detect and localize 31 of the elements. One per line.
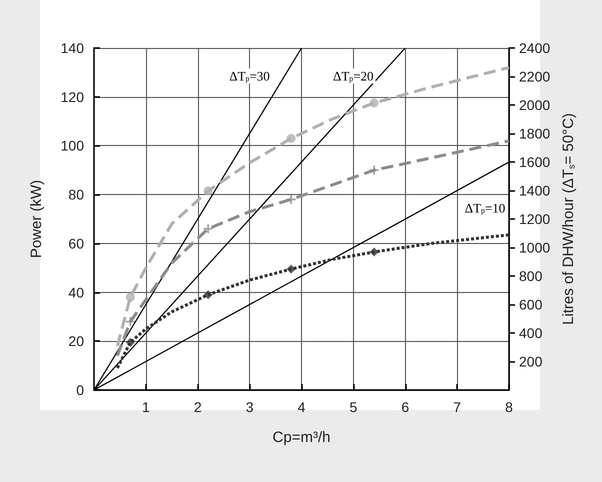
- x-tick-label: 6: [401, 399, 410, 415]
- y-axis-title: Power (kW): [28, 180, 45, 258]
- y-tick-label: 140: [60, 40, 84, 56]
- x-tick-label: 8: [505, 399, 514, 415]
- y2-tick-label: 1000: [519, 240, 550, 256]
- y-tick-label: 20: [68, 333, 84, 350]
- y2-tick-label: 400: [519, 325, 543, 341]
- y2-axis-title: Litres of DHW/hour (ΔTs= 50°C): [560, 113, 578, 325]
- y2-tick-label: 200: [519, 354, 543, 370]
- y2-tick-label: 2000: [519, 97, 550, 113]
- x-tick-label: 7: [453, 399, 462, 415]
- x-axis-title: Cp=m³/h: [272, 429, 330, 446]
- y2-tick-label: 1600: [519, 154, 550, 170]
- x-tick-label: 3: [246, 399, 254, 415]
- y-tick-label: 80: [68, 186, 84, 203]
- x-tick-label: 2: [194, 399, 202, 415]
- x-tick-label: 1: [142, 399, 150, 415]
- y-tick-label: 120: [60, 88, 84, 105]
- y2-tick-label: 1800: [519, 126, 550, 142]
- y-tick-label: 0: [76, 382, 84, 398]
- y2-tick-label: 800: [519, 268, 543, 284]
- y2-tick-label: 1200: [519, 211, 550, 227]
- x-tick-label: 5: [349, 399, 358, 415]
- y2-tick-label: 2400: [519, 40, 550, 56]
- y-tick-label: 40: [68, 284, 84, 300]
- y2-tick-label: 600: [519, 296, 543, 312]
- y-tick-label: 100: [60, 138, 84, 154]
- y-tick-label: 60: [68, 235, 84, 252]
- x-tick-label: 4: [298, 399, 306, 415]
- y2-tick-label: 2200: [519, 68, 550, 84]
- y2-tick-label: 1400: [519, 182, 550, 198]
